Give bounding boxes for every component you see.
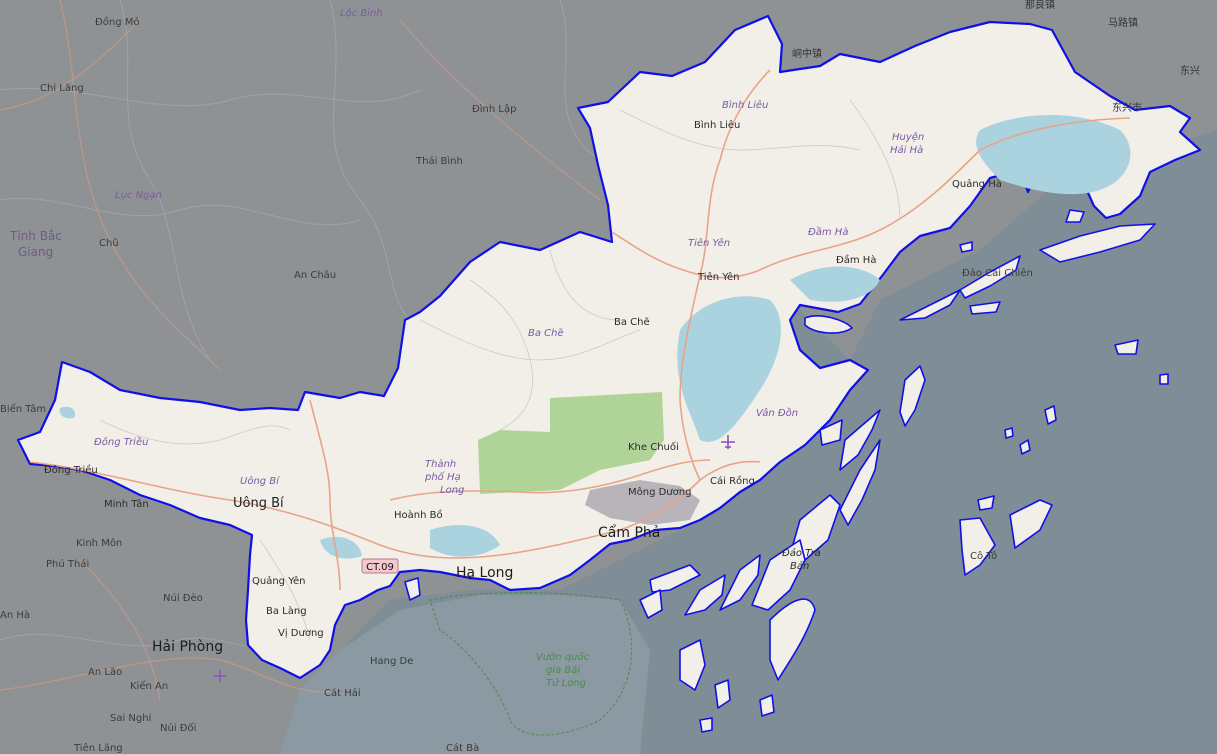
label-vi-duong: Vị Dương (278, 628, 324, 639)
label-cam-pha: Cẩm Phả (598, 524, 660, 541)
label-chu: Chũ (99, 238, 119, 249)
islands (404, 209, 1169, 733)
label-huyen-hai-ha-1: Huyện (892, 131, 924, 143)
label-dong-trieu-town: Đông Triều (44, 464, 98, 476)
terrain-boundaries (0, 0, 601, 648)
label-mong-duong: Mông Dương (628, 486, 691, 498)
label-ma-lu: 马路镇 (1108, 16, 1138, 29)
airport-icon (721, 435, 735, 449)
label-na-luong: 那良镇 (1025, 0, 1055, 11)
label-minh-tan: Minh Tân (104, 498, 149, 510)
label-hai-phong: Hải Phòng (152, 639, 223, 655)
label-tien-yen-district: Tiên Yên (688, 237, 730, 249)
label-thanh-pho-ha-long-3: Long (440, 485, 464, 496)
label-kien-an: Kiến An (130, 680, 168, 692)
label-hang-de: Hang De (370, 656, 413, 667)
road-shield-ct09: CT.09 (361, 558, 399, 574)
label-hoanh-bo: Hoành Bồ (394, 509, 443, 521)
label-khe-chuoi: Khe Chuối (628, 441, 679, 453)
label-ba-che-town: Ba Chẽ (614, 317, 650, 328)
mining-area (585, 480, 700, 525)
label-loc-binh: Lộc Bình (340, 7, 383, 19)
label-dao-tra-ban-1: Đảo Trà (782, 547, 821, 559)
national-park-boundary (429, 592, 633, 736)
label-thanh-pho-ha-long-1: Thành (425, 458, 456, 470)
label-huyen-hai-ha-2: Hải Hà (890, 144, 923, 156)
label-cat-hai: Cát Hải (324, 687, 361, 699)
label-ha-long: Hạ Long (456, 565, 513, 581)
label-dao-tra-ban-2: Bản (790, 560, 809, 572)
label-luc-ngan: Lục Ngạn (115, 190, 162, 201)
forest-area (478, 392, 664, 494)
label-kinh-mon: Kinh Môn (76, 537, 122, 549)
label-quang-ha: Quảng Hà (952, 178, 1002, 190)
label-ba-lang: Ba Làng (266, 605, 307, 617)
label-an-lao: An Lão (88, 667, 122, 678)
label-dong-mo: Đồng Mỏ (95, 16, 139, 28)
roads-outside (0, 0, 601, 701)
airport-icon-haiphong (214, 670, 226, 682)
label-tinh-bac-giang-1: Tỉnh Bắc (9, 229, 62, 243)
label-cat-ba: Cát Bà (446, 742, 479, 754)
roads-minor (99, 99, 901, 641)
label-uong-bi-district: Uông Bí (240, 475, 280, 487)
label-tien-yen-town: Tiên Yên (697, 271, 740, 283)
label-dao-cai-chien: Đảo Cái Chiên (962, 267, 1033, 279)
label-binh-lieu-town: Bình Liêu (694, 119, 740, 131)
label-uong-bi-city: Uông Bí (233, 496, 284, 511)
label-an-chau: An Châu (294, 269, 336, 281)
label-van-don: Vân Đồn (756, 407, 798, 419)
label-bien-tam: Biển Tâm (0, 402, 46, 415)
label-dinh-lap: Đình Lập (472, 103, 516, 115)
label-binh-lieu-district: Bình Liêu (722, 99, 768, 111)
label-chi-lang: Chi Lăng (40, 83, 84, 94)
label-vuon-quoc-gia-1: Vườn quốc (536, 650, 590, 663)
label-sai-nghi: Sai Nghi (110, 713, 151, 724)
label-dam-ha-district: Đầm Hà (808, 226, 848, 238)
label-an-hai: An Hà (0, 609, 30, 621)
label-nui-doi: Núi Đối (160, 722, 196, 734)
label-cai-rong: Cái Rồng (710, 475, 755, 487)
label-phu-thai: Phú Thái (46, 558, 89, 570)
label-dam-ha-town: Đầm Hà (836, 254, 876, 266)
label-co-to: Cô Tô (970, 550, 997, 562)
label-ba-che-district: Ba Chẽ (528, 328, 564, 339)
sea-shallow (280, 595, 650, 754)
label-quang-yen: Quảng Yên (252, 575, 305, 587)
label-vuon-quoc-gia-2: gia Bái (546, 664, 580, 676)
label-dong-xing-short: 东兴 (1180, 64, 1200, 77)
label-thanh-pho-ha-long-2: phố Hạ (424, 470, 461, 483)
water-bodies (59, 115, 1131, 559)
label-vuon-quoc-gia-3: Tử Long (546, 677, 586, 689)
label-tinh-bac-giang-2: Giang (18, 245, 53, 259)
label-dong-trieu-district: Đông Triều (94, 436, 148, 448)
label-thai-binh: Thái Bình (415, 155, 463, 167)
road-shield-label: CT.09 (366, 562, 394, 573)
label-tien-lang: Tiên Lãng (73, 742, 123, 754)
label-dong-xing: 东兴市 (1112, 101, 1142, 114)
label-nui-deo: Núi Đèo (163, 592, 203, 604)
roads-major (29, 69, 1131, 591)
label-dong-zhong: 峒中镇 (792, 47, 822, 60)
